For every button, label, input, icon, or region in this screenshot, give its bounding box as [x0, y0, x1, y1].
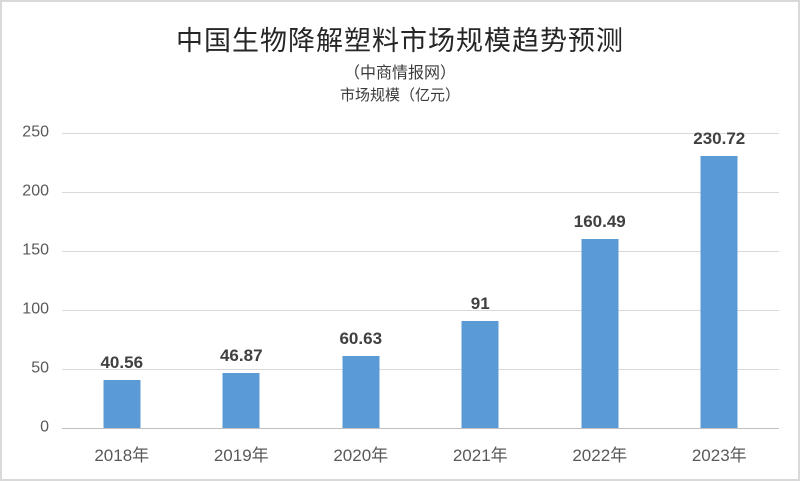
- bar-2023年: [700, 155, 738, 428]
- gridline: [62, 251, 779, 252]
- x-tick-label: 2022年: [572, 446, 628, 465]
- gridline: [62, 310, 779, 311]
- chart-subtitle: （中商情报网）: [343, 65, 456, 82]
- y-tick-label: 100: [22, 300, 49, 318]
- bar-column: 60.63 2020年: [301, 133, 421, 465]
- plot-area: 0 50 100 150 200 250 40.56 2018年 46.87 2019年 60.63…: [22, 124, 780, 465]
- x-tick-label: 2023年: [691, 446, 747, 465]
- gridline: [62, 192, 779, 193]
- bar-column: 40.56 2018年: [62, 133, 182, 465]
- bar-column: 160.49 2022年: [540, 133, 660, 465]
- x-axis-line: [62, 428, 779, 429]
- x-tick-label: 2020年: [333, 446, 389, 465]
- data-label: 91: [470, 293, 490, 313]
- y-tick-label: 150: [22, 241, 49, 259]
- bar-column: 230.72 2023年: [660, 129, 780, 465]
- x-tick-label: 2018年: [94, 446, 150, 465]
- x-tick-label: 2021年: [452, 446, 508, 465]
- y-tick-label: 0: [40, 418, 49, 436]
- data-label: 40.56: [100, 353, 144, 373]
- bar-column: 91 2021年: [421, 133, 541, 465]
- bar-column: 46.87 2019年: [182, 133, 302, 465]
- y-tick-label: 50: [31, 359, 49, 377]
- y-tick-label: 200: [22, 182, 49, 200]
- data-label: 160.49: [573, 211, 626, 231]
- gridline: [62, 133, 779, 134]
- chart-title: 中国生物降解塑料市场规模趋势预测: [176, 26, 624, 56]
- data-label: 230.72: [693, 128, 746, 148]
- data-label: 46.87: [219, 345, 263, 365]
- bar-2019年: [222, 372, 260, 428]
- bar-2021年: [461, 320, 499, 428]
- value-axis-title: 市场规模（亿元）: [339, 88, 460, 104]
- gridline: [62, 369, 779, 370]
- y-tick-label: 250: [22, 123, 49, 141]
- bar-2020年: [342, 356, 380, 428]
- bar-2018年: [103, 380, 141, 428]
- bar-2022年: [581, 238, 619, 428]
- data-label: 60.63: [339, 329, 383, 349]
- x-tick-label: 2019年: [213, 446, 269, 465]
